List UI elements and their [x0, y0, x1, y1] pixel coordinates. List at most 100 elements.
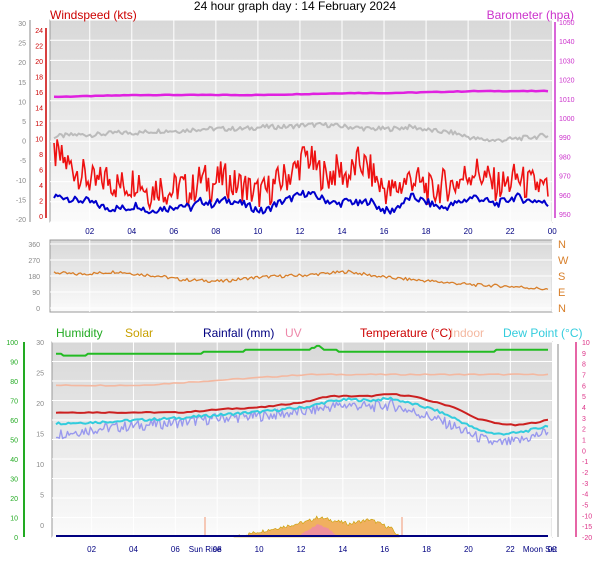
bottom-x-tick-label: 12: [297, 545, 306, 554]
temp-right-tick-label: 10: [582, 340, 590, 347]
dir-tick-label: 270: [28, 258, 40, 265]
humidity-line: [56, 344, 548, 357]
compass-label: S: [558, 271, 565, 283]
barometer-tick-label: 1020: [559, 78, 575, 85]
top-gray-trace: [53, 121, 549, 143]
temp-right-tick-label: 8: [582, 362, 586, 369]
temp-left-tick-label: 30: [36, 340, 44, 347]
top-x-tick-label: 00: [548, 227, 557, 236]
dir-tick-label: 180: [28, 274, 40, 281]
humidity-tick-label: 90: [10, 360, 18, 367]
temp-right-tick-label: 2: [582, 427, 586, 434]
temp-right-tick-label: -10: [582, 513, 592, 520]
wind-tick-label: 6: [39, 168, 43, 175]
temp-left-tick-label: 25: [36, 370, 44, 377]
bottom-x-tick-label: 04: [129, 545, 138, 554]
legend-rainfall: Rainfall (mm): [203, 326, 274, 340]
windspeed-axis-label: Windspeed (kts): [50, 8, 137, 22]
barometer-tick-label: 1010: [559, 97, 575, 104]
wind-barometer-panel: 302520151050-5-10-15-2024222018161412108…: [16, 19, 575, 236]
temp-left-tick-label: 10: [36, 462, 44, 469]
barometer-tick-label: 970: [559, 174, 571, 181]
bottom-x-tick-label: 14: [338, 545, 347, 554]
wind-tick-label: 20: [35, 59, 43, 66]
temp-right-tick-label: 1: [582, 438, 586, 445]
top-outer-tick-label: 15: [18, 80, 26, 87]
temp-left-tick-label: 0: [40, 523, 44, 530]
temp-right-tick-label: 4: [582, 405, 586, 412]
humidity-tick-label: 30: [10, 477, 18, 484]
dir-tick-label: 0: [36, 306, 40, 313]
wind-gust-trace: [53, 139, 549, 211]
compass-label: E: [558, 287, 565, 299]
compass-label: N: [558, 303, 566, 315]
bottom-x-tick-label: 16: [380, 545, 389, 554]
top-outer-tick-label: 0: [22, 139, 26, 146]
temp-left-tick-label: 20: [36, 401, 44, 408]
feels-line: [55, 399, 549, 446]
barometer-tick-label: 1040: [559, 39, 575, 46]
top-outer-tick-label: 30: [18, 21, 26, 28]
bottom-x-tick-label: 18: [422, 545, 431, 554]
wind-tick-label: 10: [35, 137, 43, 144]
wind-tick-label: 16: [35, 90, 43, 97]
temp-right-tick-label: -3: [582, 481, 588, 488]
bottom-x-tick-label: 02: [87, 545, 96, 554]
top-outer-tick-label: 25: [18, 41, 26, 48]
top-outer-tick-label: -5: [20, 158, 26, 165]
wind-tick-label: 18: [35, 75, 43, 82]
temp-right-tick-label: 6: [582, 383, 586, 390]
top-outer-tick-label: -15: [16, 197, 26, 204]
temp-humidity-panel: 1009080706050403020100302520151050109876…: [6, 340, 592, 554]
temp-right-tick-label: -4: [582, 492, 588, 499]
humidity-tick-label: 70: [10, 399, 18, 406]
top-x-tick-label: 22: [506, 227, 515, 236]
barometer-tick-label: 1000: [559, 116, 575, 123]
top-x-tick-label: 04: [127, 227, 136, 236]
barometer-tick-label: 1050: [559, 20, 575, 27]
wind-tick-label: 2: [39, 199, 43, 206]
bottom-x-tick-label: 08: [213, 545, 222, 554]
legend-humidity: Humidity: [56, 326, 103, 340]
temp-right-tick-label: 9: [582, 351, 586, 358]
top-outer-tick-label: 10: [18, 99, 26, 106]
temp-left-tick-label: 15: [36, 431, 44, 438]
top-x-tick-label: 06: [169, 227, 178, 236]
avg-wind-line: [53, 189, 549, 215]
bottom-x-tick-label: 00: [548, 545, 557, 554]
dir-tick-label: 360: [28, 242, 40, 249]
indoor-line: [55, 373, 549, 387]
temp-right-tick-label: -20: [582, 535, 592, 542]
temperature-line: [55, 393, 549, 427]
top-outer-tick-label: 20: [18, 60, 26, 67]
top-x-tick-label: 14: [338, 227, 347, 236]
wind-tick-label: 24: [35, 28, 43, 35]
dir-tick-label: 90: [32, 290, 40, 297]
wind-tick-label: 14: [35, 106, 43, 113]
top-x-tick-label: 16: [380, 227, 389, 236]
temp-right-tick-label: -15: [582, 524, 592, 531]
wind-direction-line: [53, 269, 549, 291]
temp-right-tick-label: -1: [582, 459, 588, 466]
humidity-tick-label: 60: [10, 418, 18, 425]
wind-tick-label: 0: [39, 214, 43, 221]
humidity-tick-label: 20: [10, 496, 18, 503]
wind-tick-label: 12: [35, 121, 43, 128]
temp-right-tick-label: 5: [582, 394, 586, 401]
barometer-tick-label: 960: [559, 193, 571, 200]
temp-right-tick-label: -2: [582, 470, 588, 477]
top-x-tick-label: 20: [464, 227, 473, 236]
top-x-tick-label: 18: [422, 227, 431, 236]
top-outer-tick-label: -20: [16, 217, 26, 224]
temp-right-tick-label: 0: [582, 448, 586, 455]
barometer-tick-label: 980: [559, 154, 571, 161]
wind-tick-label: 4: [39, 183, 43, 190]
top-outer-tick-label: 5: [22, 119, 26, 126]
wind-tick-label: 8: [39, 152, 43, 159]
humidity-tick-label: 50: [10, 438, 18, 445]
top-x-tick-label: 02: [85, 227, 94, 236]
compass-label: N: [558, 239, 566, 251]
humidity-tick-label: 0: [14, 535, 18, 542]
legend-uv: UV: [285, 326, 302, 340]
